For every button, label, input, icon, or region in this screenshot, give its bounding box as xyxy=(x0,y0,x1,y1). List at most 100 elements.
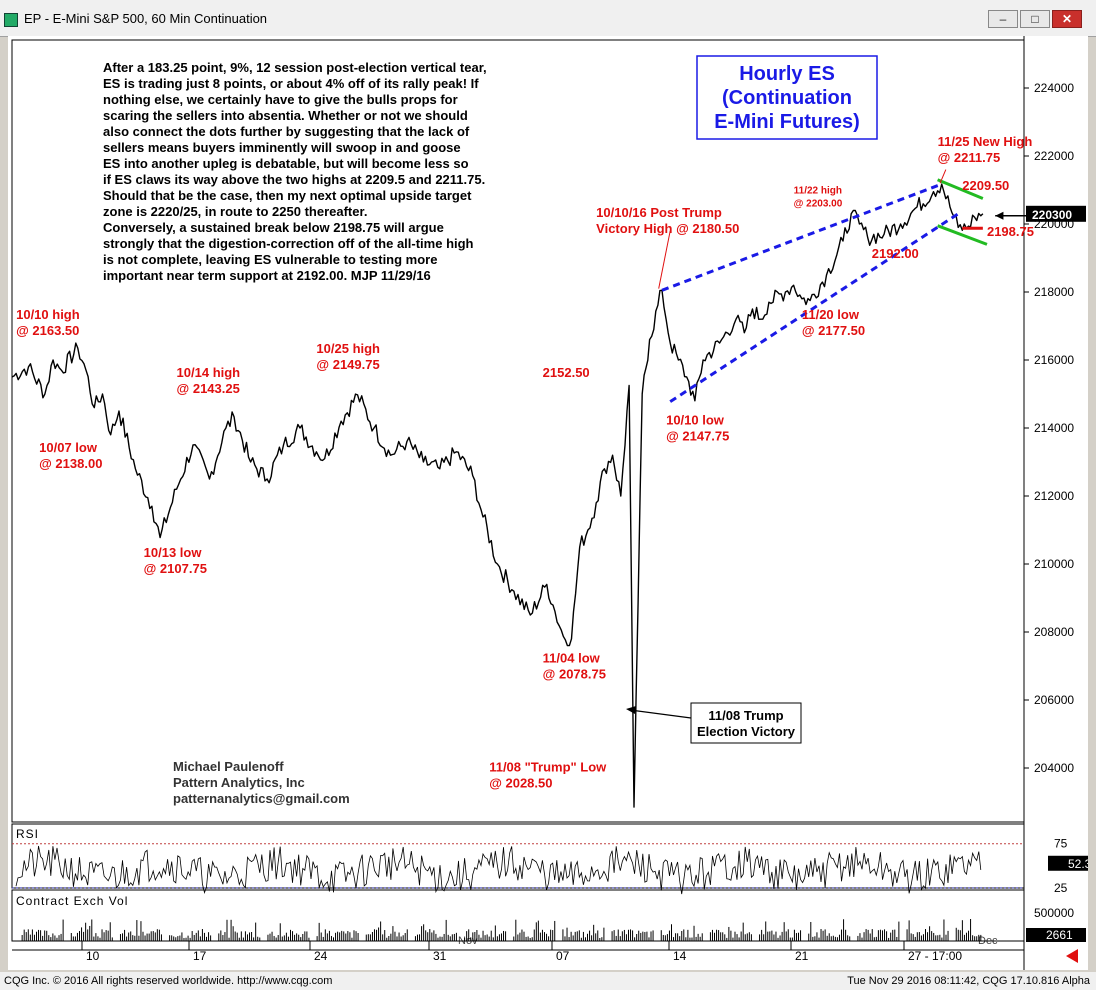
last-price-arrow xyxy=(995,211,1029,220)
annotation-7: 11/08 "Trump" Low@ 2028.50 xyxy=(489,759,607,790)
annotation-text: 10/10 high xyxy=(16,307,80,322)
annotation-text: 10/07 low xyxy=(39,440,98,455)
y-tick-label: 222000 xyxy=(1034,149,1074,163)
x-tick-label: 24 xyxy=(314,949,328,963)
callout-box xyxy=(690,702,802,744)
commentary-line: also connect the dots further by suggest… xyxy=(103,124,470,139)
status-timestamp: Tue Nov 29 2016 08:11:42, CQG 17.10.816 … xyxy=(847,975,1090,987)
callout-text: Election Victory xyxy=(697,724,796,739)
commentary-line: Should that be the case, then my next op… xyxy=(103,188,472,203)
annotation-text: @ 2143.25 xyxy=(177,381,240,396)
chart-title-line: (Continuation xyxy=(722,87,852,109)
app-icon xyxy=(4,13,18,27)
callout-text: 11/08 Trump xyxy=(708,708,783,723)
credit-line: Pattern Analytics, Inc xyxy=(173,775,305,790)
annotation-text: 11/25 New High xyxy=(938,134,1033,149)
annotation-2: 10/14 high@ 2143.25 xyxy=(177,365,241,396)
annotation-text: 11/20 low xyxy=(802,307,860,322)
annotation-text: 2209.50 xyxy=(962,178,1009,193)
y-tick-label: 224000 xyxy=(1034,81,1074,95)
credit-line: patternanalytics@gmail.com xyxy=(173,791,350,806)
volume-value-badge xyxy=(1026,928,1086,942)
status-footer: CQG Inc. © 2016 All rights reserved worl… xyxy=(0,972,1096,990)
volume-tick-label: 500000 xyxy=(1034,906,1074,920)
price-series-line xyxy=(11,183,984,808)
arrow-head xyxy=(995,211,1004,220)
annotation-9: 10/10 low@ 2147.75 xyxy=(666,413,729,444)
x-tick-label: 17 xyxy=(193,949,207,963)
commentary-line: ES is trading just 8 points, or about 4%… xyxy=(103,76,479,91)
annotation-text: 10/14 high xyxy=(177,365,241,380)
title-box-border xyxy=(696,55,878,140)
annotation-10: 11/20 low@ 2177.50 xyxy=(802,307,865,338)
annotation-text: 10/25 high xyxy=(316,341,380,356)
last-price-badge xyxy=(1026,205,1086,222)
y-tick-label: 218000 xyxy=(1034,285,1074,299)
y-tick-label: 216000 xyxy=(1034,353,1074,367)
commentary-line: ES into another upleg is debatable, but … xyxy=(103,156,469,171)
upper-trendline xyxy=(661,182,943,292)
copyright-text: CQG Inc. © 2016 All rights reserved worl… xyxy=(4,975,333,987)
annotation-1: 10/07 low@ 2138.00 xyxy=(39,440,102,471)
pointer-new-high xyxy=(939,169,947,184)
annotation-text: 11/22 high xyxy=(794,185,842,196)
annotation-text: 11/04 low xyxy=(543,651,601,666)
annotation-14: 2209.50 xyxy=(962,178,1009,193)
annotation-text: @ 2138.00 xyxy=(39,456,102,471)
lower-trendline xyxy=(669,212,959,403)
commentary-line: if ES claws its way above the two highs … xyxy=(103,172,485,187)
annotation-text: @ 2211.75 xyxy=(938,150,1001,165)
annotation-text: @ 2163.50 xyxy=(16,323,79,338)
commentary-line: important near term support at 2192.00. … xyxy=(103,268,431,283)
wedge-lower-line xyxy=(937,224,988,246)
y-tick-label: 206000 xyxy=(1034,693,1074,707)
rsi-value-label: 52.3 xyxy=(1068,857,1088,871)
commentary-line: nothing else, we certainly have to give … xyxy=(103,92,458,107)
commentary-line: scaring the sellers into absentia. Wheth… xyxy=(103,108,468,123)
annotation-15: 2198.75 xyxy=(987,224,1034,239)
rsi-series-line xyxy=(15,845,982,895)
annotation-text: 10/13 low xyxy=(144,545,203,560)
annotation-text: 10/10 low xyxy=(666,413,725,428)
x-tick-label: 21 xyxy=(795,949,809,963)
minimize-button[interactable]: – xyxy=(988,10,1018,28)
y-tick-label: 212000 xyxy=(1034,489,1074,503)
annotation-12: 2192.00 xyxy=(872,246,919,261)
scroll-arrow-icon xyxy=(1066,949,1078,963)
callout-arrow-line xyxy=(629,709,692,719)
window-titlebar: EP - E-Mini S&P 500, 60 Min Continuation… xyxy=(0,0,1096,37)
annotation-text: Victory High @ 2180.50 xyxy=(596,221,739,236)
chart-frame: 10/10 high @ 2163.50 10/07 low @ 2138.00 10/… xyxy=(8,36,1096,970)
x-tick-label: 14 xyxy=(673,949,687,963)
commentary-line: zone is 2220/25, in route to 2250 therea… xyxy=(103,204,367,219)
commentary-line: sellers means buyers imminently will swo… xyxy=(103,140,461,155)
annotation-6: 2152.50 xyxy=(543,365,590,380)
annotation-text: @ 2147.75 xyxy=(666,429,729,444)
commentary-line: Conversely, a sustained break below 2198… xyxy=(103,220,444,235)
maximize-button[interactable]: □ xyxy=(1020,10,1050,28)
annotation-11: 11/22 high @ 2203.00 xyxy=(794,185,843,209)
rsi-level-label: 25 xyxy=(1054,881,1068,895)
annotation-text: 2152.50 xyxy=(543,365,590,380)
rsi-label: RSI xyxy=(16,827,39,841)
annotation-13: 11/25 New High@ 2211.75 xyxy=(938,134,1033,165)
x-tick-label: 31 xyxy=(433,949,447,963)
annotation-0: 10/10 high@ 2163.50 xyxy=(16,307,80,338)
last-price-label: 220300 xyxy=(1032,208,1072,222)
annotation-text: @ 2149.75 xyxy=(316,357,379,372)
y-tick-label: 204000 xyxy=(1034,761,1074,775)
annotation-text: 2192.00 xyxy=(872,246,919,261)
annotation-3: 10/13 low@ 2107.75 xyxy=(144,545,207,576)
close-button[interactable]: ✕ xyxy=(1052,10,1082,28)
y-tick-label: 208000 xyxy=(1034,625,1074,639)
rsi-level-label: 75 xyxy=(1054,837,1068,851)
volume-value-label: 2661 xyxy=(1046,928,1073,942)
commentary-block: After a 183.25 point, 9%, 12 session pos… xyxy=(103,60,487,283)
volume-bars xyxy=(21,919,982,941)
annotation-text: 10/10/16 Post Trump xyxy=(596,205,722,220)
annotation-text: @ 2177.50 xyxy=(802,323,865,338)
annotation-text: 11/08 "Trump" Low xyxy=(489,759,607,774)
